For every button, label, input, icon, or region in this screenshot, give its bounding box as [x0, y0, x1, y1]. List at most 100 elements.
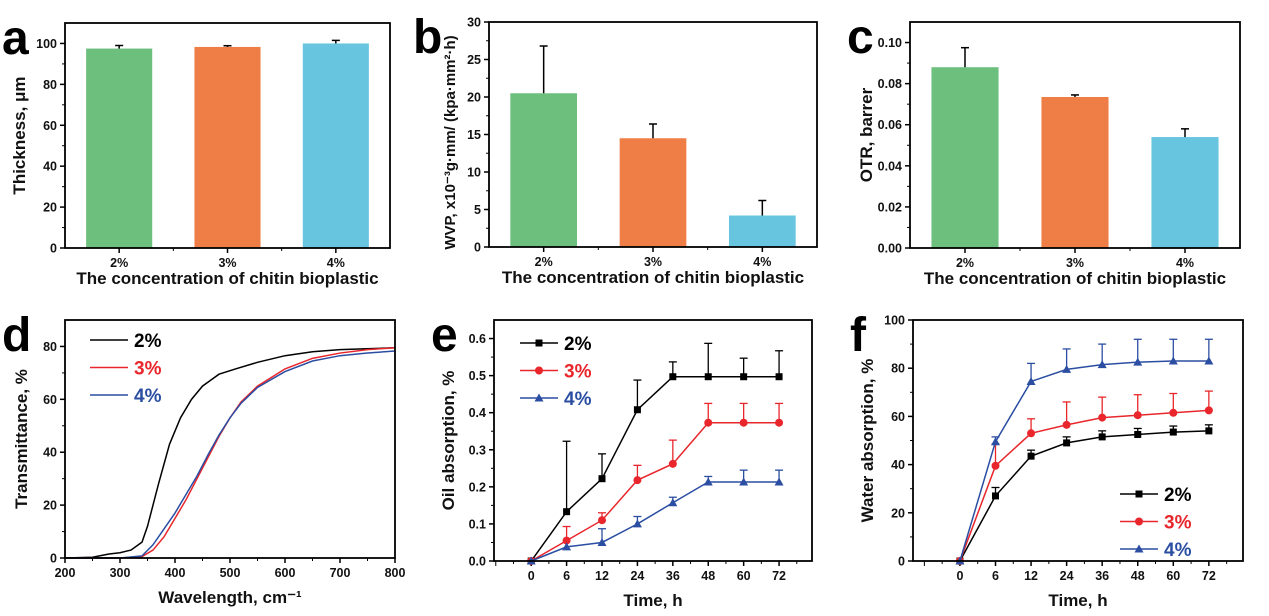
data-point — [740, 373, 748, 381]
y-tick-label: 0.02 — [878, 200, 902, 214]
x-tick-label: 24 — [1060, 569, 1074, 583]
data-point — [1063, 439, 1071, 447]
y-tick-label: 0 — [474, 241, 481, 255]
y-tick-label: 100 — [884, 314, 905, 328]
x-tick-label: 0 — [528, 569, 535, 583]
data-point — [668, 498, 678, 507]
data-point — [1133, 411, 1142, 420]
bar-3% — [1041, 96, 1109, 248]
x-tick-label: 12 — [1024, 569, 1038, 583]
y-tick-label: 0.0 — [469, 555, 486, 569]
x-tick-label: 3% — [218, 256, 236, 270]
x-axis-label: The concentration of chitin bioplastic — [924, 269, 1226, 288]
data-point — [562, 542, 572, 551]
x-tick-label: 2% — [535, 255, 553, 269]
y-tick-label: 100 — [36, 37, 57, 51]
y-tick-label: 60 — [43, 393, 57, 407]
legend-marker — [534, 393, 544, 402]
legend-label: 2% — [1164, 485, 1192, 506]
y-tick-label: 0.2 — [469, 480, 486, 494]
legend-label: 4% — [564, 389, 592, 410]
x-tick-label: 500 — [220, 566, 241, 580]
x-tick-label: 48 — [1131, 569, 1145, 583]
legend-marker — [1135, 517, 1143, 526]
data-point — [563, 508, 571, 516]
data-point — [1098, 413, 1107, 422]
y-axis-label: Transmittance, % — [12, 369, 31, 509]
data-point — [1169, 428, 1177, 436]
y-tick-label: 80 — [891, 362, 905, 376]
y-tick-label: 0.10 — [878, 36, 902, 50]
legend-marker — [1134, 544, 1144, 553]
x-tick-label: 72 — [772, 569, 786, 583]
data-point — [597, 537, 607, 546]
series-line-2% — [64, 347, 396, 559]
x-axis-label: Wavelength, cm⁻¹ — [158, 588, 302, 607]
panel-letter: f — [850, 309, 867, 362]
series-line-3% — [65, 347, 396, 559]
y-tick-label: 40 — [43, 160, 57, 174]
panel-letter: b — [413, 11, 442, 64]
x-tick-label: 6 — [563, 569, 570, 583]
legend-label: 3% — [134, 359, 162, 380]
plot-frame — [909, 21, 1241, 249]
y-tick-label: 0 — [50, 242, 57, 256]
x-axis-label: Time, h — [1048, 591, 1107, 610]
x-tick-label: 2% — [956, 256, 974, 270]
bar-4% — [302, 43, 369, 248]
data-point — [739, 418, 748, 427]
y-tick-label: 20 — [891, 506, 905, 520]
y-tick-label: 30 — [467, 16, 481, 30]
data-point — [598, 475, 606, 483]
data-point — [704, 418, 713, 427]
panel-f: f 0 20 40 60 80 100 Time, h Water absorption, % 0… — [850, 309, 1244, 610]
panel-letter: e — [431, 309, 458, 362]
data-point — [1205, 427, 1213, 435]
y-tick-label: 15 — [467, 128, 481, 142]
y-tick-label: 0.6 — [469, 332, 486, 346]
x-tick-label: 0 — [956, 569, 963, 583]
x-tick-label: 3% — [644, 255, 662, 269]
plot-frame — [488, 21, 818, 248]
data-point — [632, 519, 642, 528]
data-point — [1168, 356, 1178, 365]
x-tick-label: 4% — [753, 255, 771, 269]
x-tick-label: 60 — [737, 569, 751, 583]
data-point — [1204, 356, 1214, 365]
data-point — [739, 477, 749, 486]
x-tick-label: 600 — [275, 566, 296, 580]
legend-label: 3% — [564, 362, 592, 383]
x-tick-label: 60 — [1166, 569, 1180, 583]
y-tick-label: 0.04 — [878, 159, 902, 173]
data-point — [992, 492, 999, 500]
series-line-2% — [530, 375, 780, 562]
y-tick-label: 20 — [467, 91, 481, 105]
series-line-4% — [65, 350, 396, 559]
y-tick-label: 20 — [43, 201, 57, 215]
y-tick-label: 20 — [43, 499, 57, 513]
data-point — [1134, 430, 1142, 438]
x-tick-label: 700 — [330, 566, 351, 580]
x-axis-label: The concentration of chitin bioplastic — [76, 269, 378, 288]
x-tick-label: 12 — [595, 569, 609, 583]
y-tick-label: 25 — [467, 53, 481, 67]
y-tick-label: 0.1 — [469, 517, 486, 531]
plot-frame — [64, 22, 391, 249]
legend-label: 3% — [1164, 513, 1192, 534]
y-tick-label: 0.3 — [469, 443, 486, 457]
data-point — [633, 476, 642, 485]
series-line-4% — [959, 360, 1209, 562]
plot-frame — [912, 319, 1244, 562]
data-point — [1097, 360, 1107, 369]
series-line-4% — [530, 481, 780, 562]
x-tick-label: 300 — [110, 566, 131, 580]
panel-c: c 0.00 0.02 0.04 0.06 0.08 0.10 The concentrati… — [847, 11, 1241, 288]
x-tick-label: 400 — [165, 566, 186, 580]
bar-2% — [510, 93, 578, 247]
panel-d: d 0 20 40 60 80 Wavelength, cm⁻¹ Transmittance,… — [2, 309, 405, 607]
series-line-3% — [959, 409, 1209, 562]
y-tick-label: 0.06 — [878, 118, 902, 132]
data-point — [1204, 406, 1213, 415]
x-tick-label: 6 — [992, 569, 999, 583]
